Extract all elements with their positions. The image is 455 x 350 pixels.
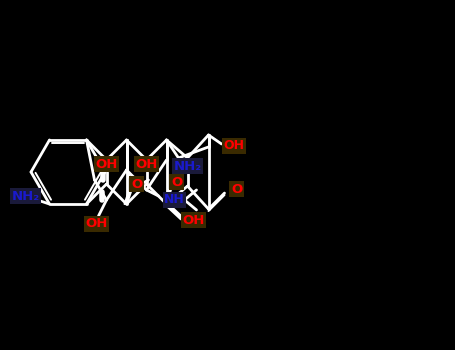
Text: NH₂: NH₂: [173, 160, 202, 173]
Text: OH: OH: [135, 158, 158, 170]
Text: O: O: [231, 183, 242, 196]
Text: OH: OH: [95, 158, 118, 170]
Text: OH: OH: [86, 217, 108, 230]
Text: O: O: [171, 176, 182, 189]
Text: NH₂: NH₂: [11, 190, 40, 203]
Text: OH: OH: [223, 139, 244, 153]
Text: NH: NH: [164, 194, 185, 206]
Text: OH: OH: [182, 214, 205, 226]
Text: O: O: [131, 177, 142, 190]
